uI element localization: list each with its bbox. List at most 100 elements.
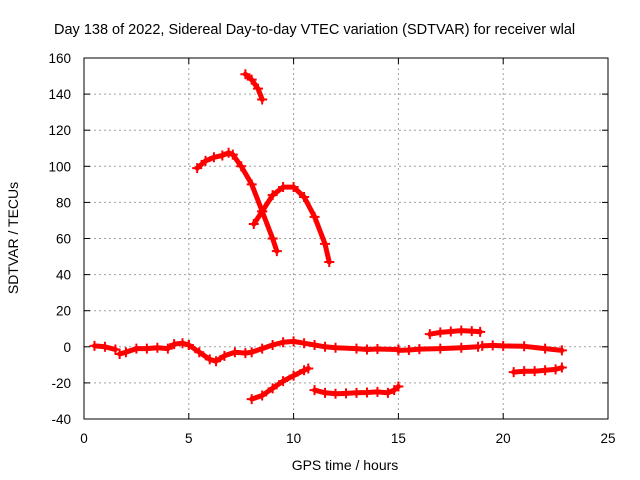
data-point — [229, 347, 240, 358]
chart-title: Day 138 of 2022, Sidereal Day-to-day VTE… — [54, 22, 575, 38]
data-point — [177, 338, 188, 349]
data-point — [414, 344, 425, 355]
data-point — [169, 339, 180, 350]
data-point — [320, 387, 331, 398]
data-point — [211, 356, 222, 367]
y-tick-label: 120 — [48, 123, 71, 138]
data-point — [246, 179, 257, 190]
data-point — [194, 347, 205, 358]
data-segment — [183, 336, 404, 367]
data-point — [288, 370, 299, 381]
data-point — [519, 366, 530, 377]
data-trace — [312, 384, 401, 397]
y-tick-label: -20 — [51, 376, 71, 391]
data-point — [183, 339, 194, 350]
data-point — [288, 182, 299, 193]
y-tick-label: 60 — [56, 232, 71, 247]
data-point — [162, 343, 173, 354]
data-point — [540, 365, 551, 376]
data-point — [219, 350, 230, 361]
data-point — [487, 340, 498, 351]
data-point — [309, 385, 320, 396]
data-point — [540, 343, 551, 354]
y-tick-label: 40 — [56, 268, 71, 283]
data-point — [320, 238, 331, 249]
y-tick-label: 0 — [63, 340, 71, 355]
data-point — [372, 386, 383, 397]
data-point — [393, 345, 404, 356]
data-point — [89, 340, 100, 351]
data-segment — [424, 325, 486, 340]
data-point — [330, 388, 341, 399]
y-tick-label: 20 — [56, 304, 71, 319]
data-point — [192, 163, 203, 174]
data-point — [278, 337, 289, 348]
data-point — [466, 326, 477, 337]
data-point — [227, 149, 238, 160]
data-layer — [89, 69, 567, 405]
data-point — [208, 152, 219, 163]
data-point — [361, 344, 372, 355]
y-tick-label: 80 — [56, 195, 71, 210]
data-point — [267, 339, 278, 350]
data-point — [236, 161, 247, 172]
data-point — [257, 206, 268, 217]
data-point — [288, 336, 299, 347]
data-point — [204, 354, 215, 365]
data-point — [341, 388, 351, 399]
data-point — [351, 387, 362, 398]
data-point — [529, 366, 540, 377]
data-point — [257, 343, 268, 354]
data-trace — [249, 366, 311, 402]
y-tick-label: -40 — [51, 412, 71, 427]
data-segment — [114, 338, 194, 360]
data-point — [99, 341, 110, 352]
data-point — [519, 341, 530, 352]
data-point — [271, 246, 282, 257]
data-point — [278, 376, 289, 387]
data-point — [240, 69, 251, 80]
data-point — [246, 347, 257, 358]
data-point — [435, 343, 446, 354]
data-point — [267, 383, 278, 394]
x-tick-label: 15 — [391, 431, 406, 446]
data-segment — [248, 182, 335, 267]
data-point — [131, 343, 142, 354]
data-point — [267, 190, 278, 201]
data-point — [278, 182, 289, 193]
axis-ticks: 0 5 10 15 20 25 -40 -20 0 20 40 60 80 100 120 140 160 — [48, 51, 615, 446]
data-point — [152, 342, 163, 353]
data-point — [200, 155, 211, 166]
x-tick-label: 25 — [600, 431, 615, 446]
data-point — [556, 362, 567, 373]
data-point — [435, 327, 446, 338]
data-point — [351, 343, 362, 354]
data-point — [248, 219, 259, 230]
data-segment — [192, 147, 282, 257]
y-tick-label: 100 — [48, 159, 71, 174]
data-point — [324, 256, 335, 267]
data-point — [141, 343, 152, 354]
data-trace — [242, 71, 265, 102]
data-point — [424, 329, 435, 340]
data-point — [309, 339, 320, 350]
data-point — [330, 342, 341, 353]
data-segment — [393, 341, 484, 356]
data-point — [393, 381, 404, 392]
data-point — [477, 340, 488, 351]
data-segment — [309, 381, 404, 399]
x-tick-label: 20 — [496, 431, 511, 446]
data-point — [320, 341, 331, 352]
data-point — [382, 387, 393, 398]
data-point — [556, 345, 567, 356]
grid — [84, 58, 608, 419]
x-tick-label: 10 — [286, 431, 301, 446]
data-point — [403, 345, 414, 356]
data-segment — [508, 362, 567, 378]
y-tick-label: 140 — [48, 87, 71, 102]
data-point — [267, 233, 278, 244]
data-point — [361, 387, 372, 398]
x-tick-label: 5 — [185, 431, 193, 446]
data-segment — [477, 340, 567, 356]
data-point — [456, 342, 467, 353]
